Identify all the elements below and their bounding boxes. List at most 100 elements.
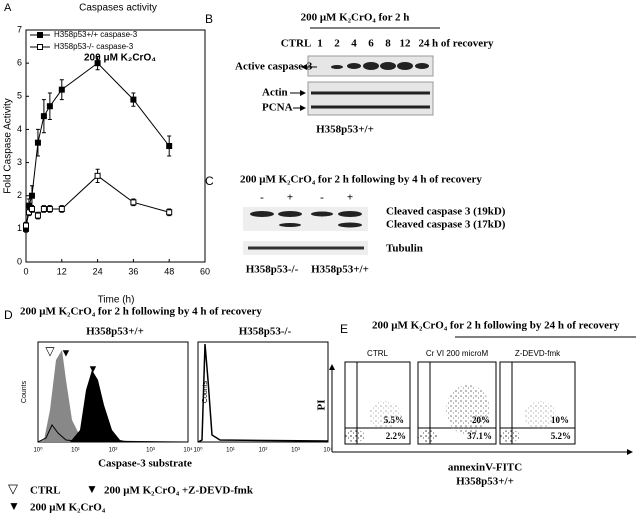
plot-title: H358p53-/- bbox=[239, 326, 292, 338]
marker-symbol: ▽ bbox=[45, 344, 55, 358]
x-tick-label: 10³ bbox=[146, 448, 155, 454]
y-tick-label: 5 bbox=[17, 91, 22, 101]
marker bbox=[28, 192, 35, 199]
x-tick-label: 10¹ bbox=[226, 448, 235, 454]
x-tick-label: 10³ bbox=[291, 448, 300, 454]
panel-label: E bbox=[340, 322, 348, 336]
lane-label: 4 bbox=[351, 38, 357, 50]
group-label: H358p53+/+ bbox=[311, 264, 369, 276]
legend-label: H358p53-/- caspase-3 bbox=[54, 42, 134, 51]
band-label: Cleaved caspase 3 (19kD) bbox=[386, 206, 506, 218]
x-tick-label: 10² bbox=[259, 448, 268, 454]
dot-plots: CTRL 5.5% 2.2% Cr VI 200 microM 20% 37.1% Z-DE… bbox=[344, 349, 576, 445]
lane-label: 8 bbox=[385, 38, 391, 50]
lane-label: 24 bbox=[419, 38, 431, 50]
plot-frame bbox=[25, 29, 206, 263]
plot-frame bbox=[197, 341, 329, 443]
marker bbox=[40, 205, 47, 212]
marker bbox=[166, 209, 173, 216]
y-tick-label: 1 bbox=[17, 223, 22, 233]
plot-title: CTRL bbox=[367, 349, 388, 358]
x-tick-label: 10⁴ bbox=[183, 447, 193, 454]
dot-cluster bbox=[345, 430, 365, 442]
row-label: Active caspase-3 bbox=[235, 61, 313, 73]
marker bbox=[130, 96, 137, 103]
x-tick-label: 10¹ bbox=[71, 448, 80, 454]
band-label: Cleaved caspase 3 (17kD) bbox=[386, 219, 506, 231]
y-tick-label: 4 bbox=[17, 124, 22, 134]
legend-symbol: ▼ bbox=[8, 499, 20, 513]
legend-marker bbox=[37, 32, 43, 38]
panel-title: 200 μM K₂CrO₄ for 2 h following by 24 h … bbox=[372, 320, 620, 332]
plot-title: Z-DEVD-fmk bbox=[515, 349, 561, 358]
histogram bbox=[197, 343, 329, 443]
legend-label: 200 μM K₂CrO₄ +Z-DEVD-fmk bbox=[104, 485, 254, 497]
x-tick-label: 10⁰ bbox=[33, 447, 43, 454]
marker bbox=[130, 199, 137, 206]
y-axis-label: Counts bbox=[21, 380, 28, 403]
lane-label: CTRL bbox=[281, 38, 312, 50]
marker bbox=[94, 172, 101, 179]
chart-title: Caspases activity bbox=[79, 3, 157, 14]
x-axis-label: Caspase-3 substrate bbox=[98, 458, 192, 470]
panel-label: A bbox=[4, 2, 12, 14]
plot-frame bbox=[499, 361, 576, 445]
y-axis-label: PI bbox=[316, 400, 328, 411]
y-tick-label: 6 bbox=[17, 58, 22, 68]
panel-title: 200 μM K₂CrO₄ for 2 h following by 4 h o… bbox=[240, 174, 482, 186]
lane-label: + bbox=[347, 192, 353, 204]
quadrant-value: 5.5% bbox=[384, 415, 404, 425]
tick-labels: 10⁰ 10¹ 10² 10³ 10⁴ 10⁰ 10¹ 10² 10³ 10⁴ bbox=[33, 447, 333, 454]
x-tick-label: 0 bbox=[23, 266, 28, 276]
marker-symbol: ▼ bbox=[88, 364, 99, 376]
dot-cluster bbox=[446, 385, 490, 435]
marker bbox=[34, 212, 41, 219]
row-label: PCNA bbox=[262, 102, 293, 114]
y-axis-label: Counts bbox=[202, 380, 209, 403]
blot-bands bbox=[331, 62, 429, 70]
lane-label: - bbox=[260, 192, 264, 204]
histogram bbox=[37, 424, 189, 443]
dot-cluster bbox=[418, 430, 438, 442]
x-tick-label: 10⁰ bbox=[193, 447, 203, 454]
marker bbox=[40, 113, 47, 120]
marker bbox=[28, 205, 35, 212]
marker bbox=[58, 86, 65, 93]
series-line bbox=[25, 62, 170, 229]
plot-title: Cr VI 200 microM bbox=[426, 349, 489, 358]
quadrant-value: 37.1% bbox=[467, 431, 492, 441]
panel-label: B bbox=[205, 12, 213, 26]
lane-label: + bbox=[287, 192, 293, 204]
x-tick-label: 24 bbox=[93, 266, 103, 276]
lane-label: - bbox=[320, 192, 324, 204]
band-label: Tubulin bbox=[386, 243, 423, 255]
marker bbox=[166, 143, 173, 149]
row-label: Actin bbox=[262, 87, 288, 99]
y-tick-label: 0 bbox=[17, 256, 22, 266]
x-tick-label: 10⁴ bbox=[323, 447, 333, 454]
plot-frame bbox=[417, 361, 497, 445]
blot-bands bbox=[311, 91, 430, 109]
legend-marker bbox=[37, 44, 43, 50]
histogram bbox=[38, 350, 188, 442]
panel-label: D bbox=[4, 308, 13, 322]
marker bbox=[23, 222, 29, 229]
legend-label: 200 μM K₂CrO₄ bbox=[30, 502, 106, 514]
dot-cluster bbox=[500, 430, 520, 442]
lane-suffix: h of recovery bbox=[432, 38, 494, 50]
marker bbox=[34, 139, 41, 146]
quadrant-value: 10% bbox=[551, 415, 569, 425]
dot-cluster bbox=[524, 401, 556, 429]
lane-label: 2 bbox=[334, 38, 340, 50]
y-tick-label: 3 bbox=[17, 157, 22, 167]
cell-line: H358p53+/+ bbox=[316, 124, 374, 136]
marker bbox=[58, 205, 65, 212]
lane-label: 6 bbox=[368, 38, 374, 50]
plot-title: H358p53+/+ bbox=[86, 326, 144, 338]
blot bbox=[307, 81, 434, 116]
lane-label: 1 bbox=[317, 38, 323, 50]
panel-label: C bbox=[205, 174, 214, 188]
x-tick-label: 48 bbox=[164, 266, 174, 276]
legend-label: CTRL bbox=[30, 485, 61, 497]
